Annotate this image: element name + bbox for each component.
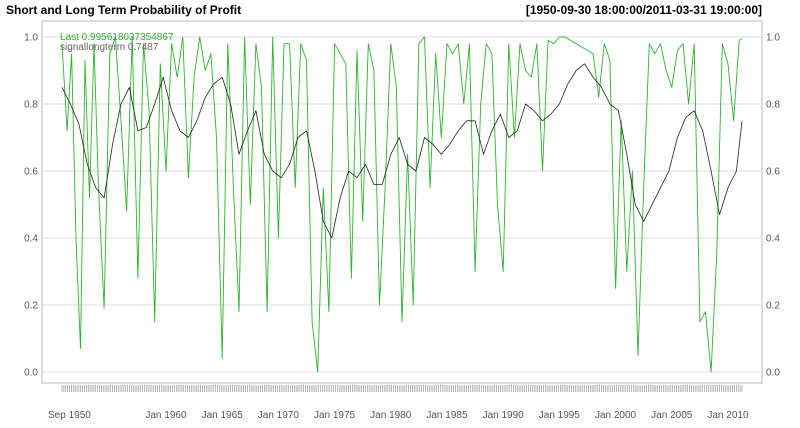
y-tick-label-right: 0.4 xyxy=(766,234,780,245)
x-tick-label: Sep 1950 xyxy=(48,410,91,421)
y-tick-label-left: 0.2 xyxy=(24,301,38,312)
x-tick-label: Jan 1980 xyxy=(370,410,412,421)
x-tick-label: Jan 1990 xyxy=(483,410,525,421)
y-tick-label-right: 1.0 xyxy=(766,33,780,44)
y-tick-label-left: 0.4 xyxy=(24,234,38,245)
legend-entry: Last 0.995618037354867 xyxy=(60,32,174,43)
chart-title: Short and Long Term Probability of Profi… xyxy=(6,3,242,17)
y-tick-label-left: 0.6 xyxy=(24,167,38,178)
x-tick-label: Jan 1965 xyxy=(202,410,244,421)
y-axis-right: 0.0 0.2 0.4 0.6 0.8 1.0 xyxy=(766,33,780,379)
series-layer xyxy=(61,36,743,373)
y-tick-label-left: 0.8 xyxy=(24,100,38,111)
x-tick-label: Jan 2010 xyxy=(707,410,749,421)
series-line-last xyxy=(61,36,743,373)
y-tick-label-right: 0.0 xyxy=(766,368,780,379)
x-tick-label: Jan 2000 xyxy=(595,410,637,421)
y-tick-label-right: 0.2 xyxy=(766,301,780,312)
y-tick-label-left: 1.0 xyxy=(24,33,38,44)
x-axis: Sep 1950 Jan 1960 Jan 1965 Jan 1970 Jan 1975… xyxy=(48,410,749,421)
x-tick-label: Jan 1985 xyxy=(426,410,468,421)
series-line-signallongterm xyxy=(61,63,743,239)
x-tick-label: Jan 1960 xyxy=(145,410,187,421)
y-axis-left: 0.0 0.2 0.4 0.6 0.8 1.0 xyxy=(24,33,38,379)
y-tick-label-right: 0.8 xyxy=(766,100,780,111)
date-range-label: [1950-09-30 18:00:00/2011-03-31 19:00:00… xyxy=(525,3,762,17)
y-tick-label-right: 0.6 xyxy=(766,167,780,178)
x-tick-label: Jan 1970 xyxy=(258,410,300,421)
plot-border xyxy=(41,20,763,384)
x-axis-ticks xyxy=(61,385,743,392)
y-tick-label-left: 0.0 xyxy=(24,368,38,379)
legend-entry: signallongterm 0.7487 xyxy=(60,42,159,53)
x-tick-label: Jan 1995 xyxy=(539,410,581,421)
x-tick-label: Jan 1975 xyxy=(314,410,356,421)
x-tick-label: Jan 2005 xyxy=(651,410,693,421)
